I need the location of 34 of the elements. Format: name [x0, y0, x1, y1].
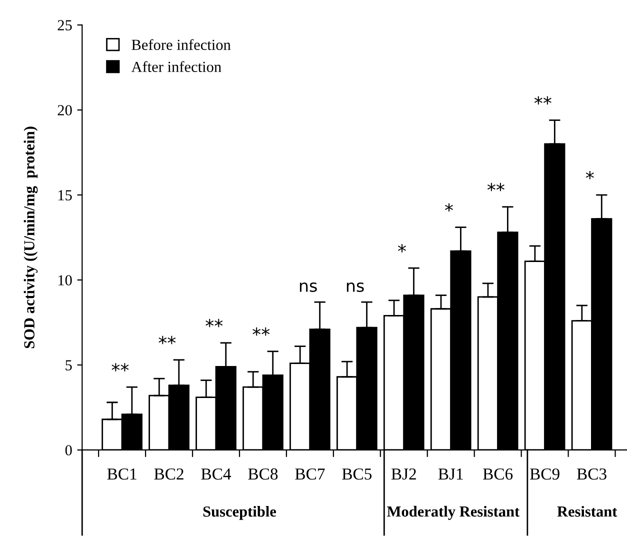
legend-label: After infection — [131, 61, 222, 72]
annotation: ** — [487, 182, 504, 192]
x-tick-label: BJ1 — [438, 468, 463, 480]
x-tick-label: BC5 — [342, 468, 372, 480]
annotation: * — [586, 171, 594, 180]
annotation: ** — [252, 327, 270, 336]
y-axis-title: SOD activity ((U/min/mg protein) — [24, 126, 38, 348]
x-tick-label: BC6 — [483, 468, 513, 480]
x-tick-label: BC2 — [154, 468, 184, 480]
y-tick-label: 0 — [65, 445, 72, 456]
x-tick-label: BC4 — [201, 468, 232, 480]
annotation: * — [398, 244, 406, 252]
annotation: ** — [534, 96, 552, 104]
x-tick-label: BC1 — [107, 468, 136, 480]
y-tick-label: 10 — [58, 275, 72, 286]
x-tick-label: BJ2 — [391, 468, 416, 480]
y-tick-label: 25 — [58, 20, 72, 30]
text: Moderatly Resistant — [387, 506, 520, 520]
y-tick-label: 5 — [66, 360, 72, 370]
x-tick-label: BC9 — [530, 468, 560, 480]
x-tick-label: BC3 — [576, 468, 606, 480]
text: Resistant — [557, 506, 618, 517]
text: Susceptible — [203, 506, 276, 520]
annotation: ** — [158, 336, 176, 344]
annotation: ** — [206, 318, 223, 328]
y-tick-label: 15 — [58, 190, 72, 200]
y-tick-label: 20 — [58, 105, 72, 116]
legend-label: Before infection — [132, 39, 231, 50]
x-tick-label: BC7 — [295, 468, 325, 480]
annotation: ns — [346, 282, 364, 292]
annotation: * — [445, 203, 453, 212]
x-tick-label: BC8 — [248, 468, 278, 480]
annotation: ** — [112, 363, 129, 372]
annotation: ns — [300, 282, 317, 292]
